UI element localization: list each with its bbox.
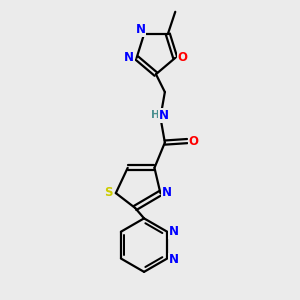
Text: N: N (124, 51, 134, 64)
Text: N: N (169, 254, 179, 266)
Text: H: H (151, 110, 159, 120)
Text: N: N (159, 109, 169, 122)
Text: O: O (178, 51, 188, 64)
Text: O: O (189, 135, 199, 148)
Text: N: N (162, 186, 172, 199)
Text: S: S (104, 186, 112, 199)
Text: N: N (169, 225, 179, 238)
Text: N: N (136, 23, 146, 36)
